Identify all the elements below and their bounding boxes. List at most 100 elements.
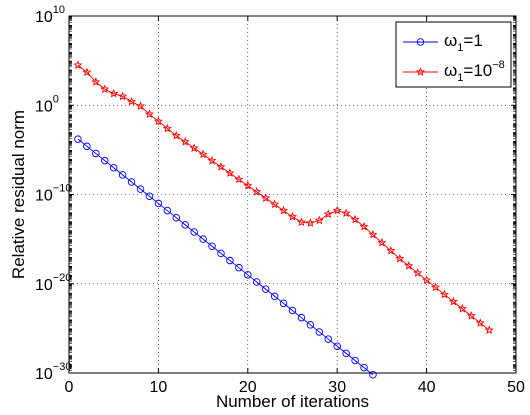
data-point: [118, 171, 127, 179]
legend-label-omega1-eq-1e-8: ω1=10−8: [444, 59, 505, 84]
data-point: [189, 143, 199, 152]
series-line: [77, 64, 490, 331]
data-point: [199, 235, 207, 243]
legend-marker-glyph: [416, 38, 425, 46]
data-point: [369, 371, 377, 379]
data-point: [279, 205, 289, 215]
data-point: [127, 96, 137, 106]
data-point: [153, 116, 163, 126]
legend-marker-glyph: [415, 67, 426, 76]
x-tick-label: 20: [239, 379, 257, 396]
data-point: [109, 88, 119, 98]
data-point: [422, 275, 432, 285]
data-point: [127, 178, 136, 186]
x-tick-label: 30: [328, 379, 346, 396]
data-point: [190, 228, 198, 236]
legend-label-omega1-eq-1: ω1=1: [444, 31, 483, 54]
data-point: [484, 325, 494, 335]
data-point: [135, 101, 146, 110]
data-point: [297, 313, 306, 322]
data-point: [342, 349, 350, 358]
y-tick-label: 10−20: [35, 272, 71, 294]
data-point: [270, 199, 280, 209]
data-point: [226, 256, 234, 265]
data-point: [216, 162, 226, 171]
x-tick-label: 0: [65, 379, 74, 396]
x-tick-labels: 0 10 20 30 40 50: [65, 379, 525, 396]
data-point: [359, 221, 369, 231]
series-red-stars: [73, 60, 494, 335]
data-point: [279, 299, 288, 308]
legend-symbol: ω: [444, 61, 457, 80]
y-tick-label: 1010: [35, 4, 65, 26]
legend: ω1=1 ω1=10−8: [395, 21, 512, 88]
data-point: [172, 213, 181, 222]
data-point: [82, 67, 92, 77]
legend-entry-omega1-eq-1e-8: ω1=10−8: [403, 59, 505, 84]
data-point: [91, 77, 101, 86]
data-point: [154, 199, 163, 208]
data-point: [332, 205, 342, 215]
data-point: [171, 130, 181, 140]
data-point: [287, 212, 298, 221]
data-point: [118, 91, 128, 101]
grid-lines: [69, 16, 516, 373]
data-point: [252, 278, 261, 286]
data-point: [208, 242, 216, 251]
x-axis-label: Number of iterations: [216, 392, 369, 411]
data-point: [225, 168, 235, 177]
series-line: [77, 138, 374, 376]
data-point: [144, 109, 154, 119]
y-tick-label: 10−10: [35, 183, 71, 205]
legend-subscript: 1: [457, 42, 463, 54]
data-point: [261, 193, 271, 202]
data-point: [431, 282, 441, 292]
axis-ticks: [68, 15, 517, 374]
y-tick-label: 100: [35, 93, 59, 115]
series-layer: [73, 60, 494, 379]
data-point: [360, 363, 368, 372]
legend-value: =1: [463, 31, 482, 50]
data-point: [252, 187, 262, 196]
x-tick-label: 40: [418, 379, 436, 396]
data-point: [101, 156, 109, 165]
data-point: [413, 268, 423, 277]
x-tick-label: 10: [150, 379, 168, 396]
data-point: [100, 84, 110, 94]
legend-box: [395, 21, 512, 88]
legend-symbol: ω: [444, 31, 457, 50]
data-point: [244, 271, 252, 279]
legend-superscript: −8: [492, 59, 505, 71]
data-point: [351, 356, 359, 365]
data-point: [341, 208, 351, 218]
data-point: [109, 163, 118, 172]
data-point: [439, 289, 450, 299]
data-point: [145, 192, 154, 201]
data-point: [136, 185, 145, 193]
data-point: [243, 180, 253, 190]
data-point: [448, 296, 458, 306]
data-point: [296, 217, 306, 227]
legend-marker-circle: [416, 38, 425, 46]
data-point: [181, 221, 189, 229]
data-point: [368, 229, 378, 239]
data-point: [162, 123, 172, 133]
legend-subscript: 1: [457, 72, 463, 84]
data-point: [457, 303, 467, 313]
data-point: [270, 292, 279, 300]
data-point: [404, 261, 414, 270]
data-point: [163, 206, 172, 215]
data-point: [377, 237, 387, 247]
data-point: [315, 328, 324, 336]
data-point: [305, 218, 315, 227]
data-point: [323, 209, 333, 219]
data-point: [92, 149, 100, 158]
y-tick-labels: 1010 100 10−10 10−20 10−30: [35, 4, 71, 383]
data-point: [466, 311, 476, 320]
data-point: [234, 174, 244, 184]
data-point: [350, 214, 360, 224]
legend-marker-star: [415, 67, 426, 76]
data-point: [306, 321, 315, 329]
legend-entry-omega1-eq-1: ω1=1: [403, 31, 483, 54]
